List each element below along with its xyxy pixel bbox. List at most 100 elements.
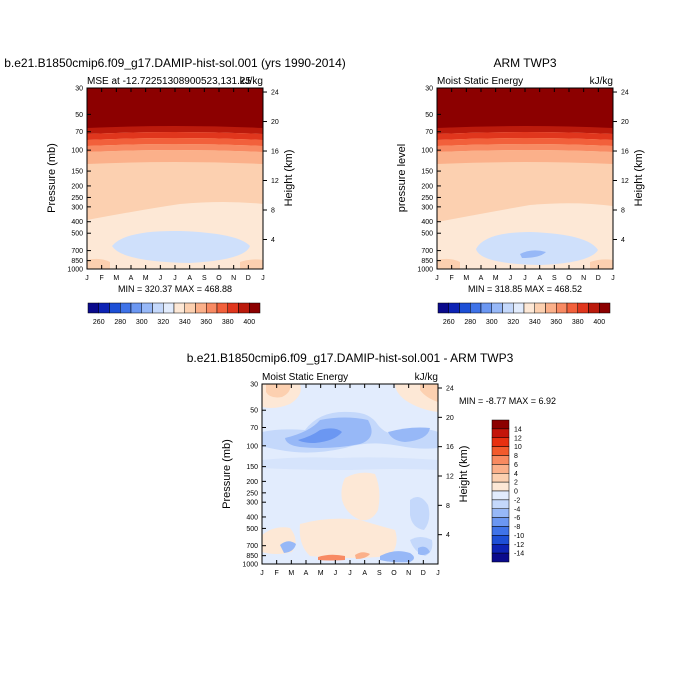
pressure-tick-label: 50 [425, 112, 433, 119]
contour-band [437, 126, 613, 134]
month-tick-label: M [288, 570, 294, 577]
contour-band [388, 427, 430, 442]
pressure-tick-label: 300 [246, 500, 258, 507]
contour-band [410, 496, 430, 530]
panel-title: ARM TWP3 [493, 56, 556, 70]
height-tick-label: 12 [271, 178, 279, 185]
height-tick-label: 20 [271, 119, 279, 126]
panel-subtitle-left: Moist Static Energy [437, 76, 523, 87]
colorbar-swatch [545, 302, 557, 314]
height-tick-label: 24 [446, 386, 454, 393]
pressure-tick-label: 1000 [417, 267, 433, 274]
colorbar-swatch [556, 302, 568, 314]
colorbar-swatch [491, 535, 510, 545]
pressure-tick-label: 200 [246, 479, 258, 486]
colorbar-swatch [120, 302, 132, 314]
colorbar-label: 0 [514, 489, 518, 496]
month-tick-label: A [479, 275, 484, 282]
pressure-tick-label: 500 [246, 526, 258, 533]
colorbar-swatch [227, 302, 239, 314]
colorbar-swatch [195, 302, 207, 314]
height-tick-label: 4 [621, 237, 625, 244]
colorbar-swatch [470, 302, 482, 314]
colorbar-label: 10 [514, 444, 522, 451]
colorbar-swatch [491, 552, 510, 563]
contour-band [420, 384, 438, 402]
colorbar-label: 2 [514, 480, 518, 487]
height-tick-label: 12 [446, 474, 454, 481]
colorbar-label: 260 [93, 319, 105, 326]
panel-subtitle-left: MSE at -12.72251308900523,131.25 [87, 76, 251, 87]
colorbar-label: 340 [529, 319, 541, 326]
colorbar-swatch [491, 446, 510, 456]
colorbar-label: 4 [514, 471, 518, 478]
colorbar-difference: 14 12 10 8 6 4 2 0-2 -4 -6 -8 -10 -12 -14 [491, 419, 524, 563]
colorbar-swatch [491, 455, 510, 465]
pressure-tick-label: 850 [421, 258, 433, 265]
pressure-tick-label: 30 [75, 86, 83, 93]
colorbar-swatch [523, 302, 535, 314]
contour-band [437, 144, 613, 152]
contour-band [341, 472, 380, 521]
pressure-tick-label: 70 [250, 425, 258, 432]
min-max-label: MIN = 318.85 MAX = 468.52 [468, 284, 582, 294]
colorbar-swatch [491, 464, 510, 474]
pressure-tick-label: 70 [75, 129, 83, 136]
colorbar-swatch [491, 499, 510, 509]
pressure-tick-label: 700 [71, 248, 83, 255]
contour-band [87, 150, 263, 164]
colorbar-swatch [238, 302, 250, 314]
month-tick-label: M [113, 275, 119, 282]
colorbar-label: 380 [572, 319, 584, 326]
month-tick-label: F [100, 275, 104, 282]
contour-band [437, 138, 613, 146]
contour-band [280, 541, 296, 553]
panel-subtitle-right: kJ/kg [415, 372, 438, 383]
contour-region [437, 88, 613, 128]
month-tick-label: J [611, 275, 615, 282]
month-tick-label: D [596, 275, 601, 282]
colorbar-swatch [491, 473, 510, 483]
month-tick-label: J [435, 275, 439, 282]
colorbar-swatch [599, 302, 611, 314]
contour-band [520, 250, 546, 258]
colorbar-swatch [491, 428, 510, 438]
colorbar-swatch [152, 302, 164, 314]
month-tick-label: J [85, 275, 89, 282]
pressure-tick-label: 1000 [242, 562, 258, 569]
pressure-tick-label: 300 [71, 204, 83, 211]
pressure-tick-label: 500 [421, 231, 433, 238]
month-tick-label: O [566, 275, 572, 282]
colorbar-label: -14 [514, 551, 524, 558]
y-axis-label-right: Height (km) [633, 150, 645, 207]
panel-subtitle-right: kJ/kg [590, 76, 613, 87]
contour-band [87, 126, 263, 134]
contour-band [87, 132, 263, 140]
colorbar-swatch [87, 302, 99, 314]
contour-band [418, 546, 430, 556]
height-tick-label: 12 [621, 178, 629, 185]
colorbar-swatch [491, 544, 510, 554]
contour-band [380, 551, 414, 563]
month-tick-label: M [318, 570, 324, 577]
month-tick-label: M [463, 275, 469, 282]
colorbar-label: -8 [514, 524, 520, 531]
colorbar-label: 6 [514, 462, 518, 469]
height-tick-label: 8 [621, 208, 625, 215]
colorbar-label: 300 [486, 319, 498, 326]
height-axis: 24 20 16 12 8 4 [263, 90, 279, 244]
colorbar-swatch [491, 490, 510, 501]
colorbar-swatch [491, 437, 510, 447]
colorbar-swatch [130, 302, 142, 314]
month-tick-label: J [509, 275, 513, 282]
height-tick-label: 16 [621, 149, 629, 156]
height-tick-label: 16 [271, 149, 279, 156]
panel-difference: b.e21.B1850cmip6.f09_g17.DAMIP-hist-sol.… [187, 351, 556, 577]
colorbar: 260 280 300 320 340 360 380 400 [437, 302, 611, 326]
contour-band [87, 258, 110, 269]
pressure-tick-label: 200 [71, 183, 83, 190]
contour-band [87, 138, 263, 146]
colorbar-swatch [163, 302, 175, 314]
